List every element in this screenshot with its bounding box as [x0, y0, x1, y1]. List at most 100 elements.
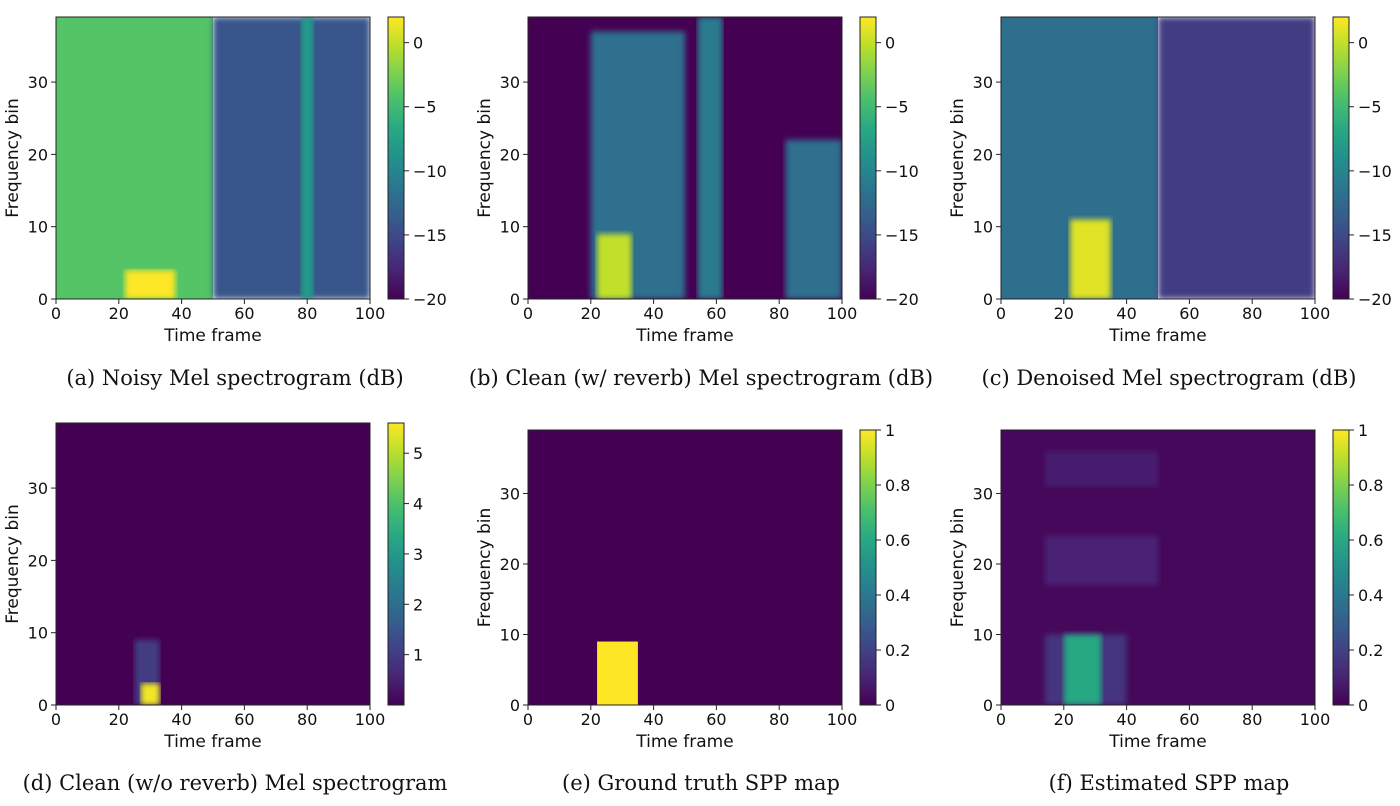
y-tick-label-d-3: 30: [28, 479, 48, 498]
x-tick-label-d-1: 20: [109, 710, 129, 729]
colorbar-tick-label-b-3: −15: [885, 226, 919, 245]
heatmap-f: [1001, 430, 1315, 705]
heatmap-region-f-4: [1063, 634, 1102, 705]
y-tick-label-a-2: 20: [28, 145, 48, 164]
colorbar-tick-label-e-4: 0.2: [885, 641, 910, 660]
heatmap-region-a-1: [213, 17, 370, 299]
axes-frame-d: [55, 422, 371, 706]
colorbar-e: [859, 429, 877, 706]
y-axis-label-f: Frequency bin: [948, 508, 968, 628]
y-tick-label-e-3: 30: [500, 484, 520, 503]
heatmap-c: [1001, 17, 1315, 299]
colorbar-tick-label-e-2: 0.6: [885, 531, 910, 550]
y-axis-label-e: Frequency bin: [475, 508, 495, 628]
x-tick-label-b-3: 60: [706, 304, 726, 323]
x-tick-label-f-0: 0: [996, 710, 1006, 729]
heatmap-region-a-3: [300, 17, 314, 299]
axes-frame-c: [1000, 16, 1316, 300]
panel-b: 0 20 40 60 80 100 0 10 20 30 Time frame Frequency b…: [475, 16, 919, 346]
panel-f-caption: (f) Estimated SPP map: [1048, 771, 1290, 795]
panel-e-caption: (e) Ground truth SPP map: [562, 771, 840, 795]
panel-b-caption: (b) Clean (w/ reverb) Mel spectrogram (d…: [468, 366, 934, 390]
x-tick-label-d-5: 100: [355, 710, 386, 729]
x-tick-label-e-4: 80: [769, 710, 789, 729]
heatmap-region-b-4: [785, 139, 842, 299]
y-axis-label-d: Frequency bin: [3, 504, 23, 624]
colorbar-tick-label-f-0: 1: [1358, 421, 1368, 440]
x-tick-label-d-4: 80: [297, 710, 317, 729]
axes-frame-f: [1000, 429, 1316, 706]
x-axis-label-a: Time frame: [163, 326, 261, 346]
x-tick-label-e-3: 60: [706, 710, 726, 729]
colorbar-b: [859, 16, 877, 300]
y-tick-label-c-3: 30: [973, 73, 993, 92]
heatmap-a: [56, 17, 370, 299]
colorbar-tick-label-c-1: −5: [1358, 98, 1382, 117]
y-axis-label-a: Frequency bin: [3, 98, 23, 218]
x-tick-label-f-5: 100: [1300, 710, 1331, 729]
x-axis-label-f: Time frame: [1108, 732, 1206, 752]
colorbar-tick-label-c-3: −15: [1358, 226, 1392, 245]
colorbar-a: [387, 16, 405, 300]
colorbar-tick-label-d-4: 1: [413, 646, 423, 665]
y-tick-label-c-0: 0: [983, 290, 993, 309]
x-tick-label-b-1: 20: [581, 304, 601, 323]
x-axis-label-e: Time frame: [635, 732, 733, 752]
axes-frame-e: [527, 429, 843, 706]
heatmap-region-b-2: [597, 233, 632, 299]
x-tick-label-a-0: 0: [51, 304, 61, 323]
heatmap-region-a-2: [125, 270, 176, 299]
y-tick-label-c-1: 10: [973, 218, 993, 237]
x-tick-label-c-3: 60: [1179, 304, 1199, 323]
heatmap-b: [528, 17, 842, 299]
x-tick-label-d-0: 0: [51, 710, 61, 729]
y-tick-label-b-1: 10: [500, 218, 520, 237]
x-axis-label-d: Time frame: [163, 732, 261, 752]
x-tick-label-b-2: 40: [643, 304, 663, 323]
colorbar-c: [1332, 16, 1350, 300]
colorbar-tick-label-a-3: −15: [413, 226, 447, 245]
panel-a: 0 20 40 60 80 100 0 10 20 30 Time frame Frequency b…: [3, 16, 447, 346]
y-tick-label-f-1: 10: [973, 625, 993, 644]
heatmap-region-c-2: [1070, 219, 1111, 299]
x-tick-label-a-1: 20: [109, 304, 129, 323]
x-tick-label-b-0: 0: [523, 304, 533, 323]
heatmap-region-d-2: [140, 683, 160, 705]
y-tick-label-a-0: 0: [38, 290, 48, 309]
y-tick-label-f-3: 30: [973, 484, 993, 503]
colorbar-f: [1332, 429, 1350, 706]
colorbar-tick-label-d-3: 2: [413, 595, 423, 614]
colorbar-tick-label-f-3: 0.4: [1358, 586, 1383, 605]
heatmap-region-d-0: [56, 423, 370, 705]
x-tick-label-c-5: 100: [1300, 304, 1331, 323]
x-tick-label-d-2: 40: [171, 710, 191, 729]
y-tick-label-d-0: 0: [38, 696, 48, 715]
colorbar-tick-label-b-4: −20: [885, 290, 919, 309]
y-tick-label-d-2: 20: [28, 551, 48, 570]
colorbar-tick-label-c-2: −10: [1358, 162, 1392, 181]
heatmap-region-c-1: [1158, 17, 1315, 299]
panel-d: 0 20 40 60 80 100 0 10 20 30 Time frame Frequency b…: [3, 422, 423, 752]
colorbar-tick-label-f-4: 0.2: [1358, 641, 1383, 660]
x-tick-label-a-2: 40: [171, 304, 191, 323]
x-tick-label-e-1: 20: [581, 710, 601, 729]
panel-a-caption: (a) Noisy Mel spectrogram (dB): [66, 366, 404, 390]
panel-c-caption: (c) Denoised Mel spectrogram (dB): [981, 366, 1357, 390]
colorbar-tick-label-e-0: 1: [885, 421, 895, 440]
y-tick-label-a-1: 10: [28, 218, 48, 237]
colorbar-tick-label-c-4: −20: [1358, 290, 1392, 309]
x-axis-label-c: Time frame: [1108, 326, 1206, 346]
y-tick-label-b-2: 20: [500, 145, 520, 164]
y-tick-label-e-0: 0: [510, 696, 520, 715]
x-tick-label-c-2: 40: [1116, 304, 1136, 323]
y-tick-label-f-2: 20: [973, 555, 993, 574]
colorbar-tick-label-a-0: 0: [413, 34, 423, 53]
axes-frame-a: [55, 16, 371, 300]
colorbar-tick-label-e-3: 0.4: [885, 586, 910, 605]
colorbar-tick-label-f-1: 0.8: [1358, 476, 1383, 495]
colorbar-tick-label-a-4: −20: [413, 290, 447, 309]
y-axis-label-c: Frequency bin: [948, 98, 968, 218]
x-tick-label-a-5: 100: [355, 304, 386, 323]
